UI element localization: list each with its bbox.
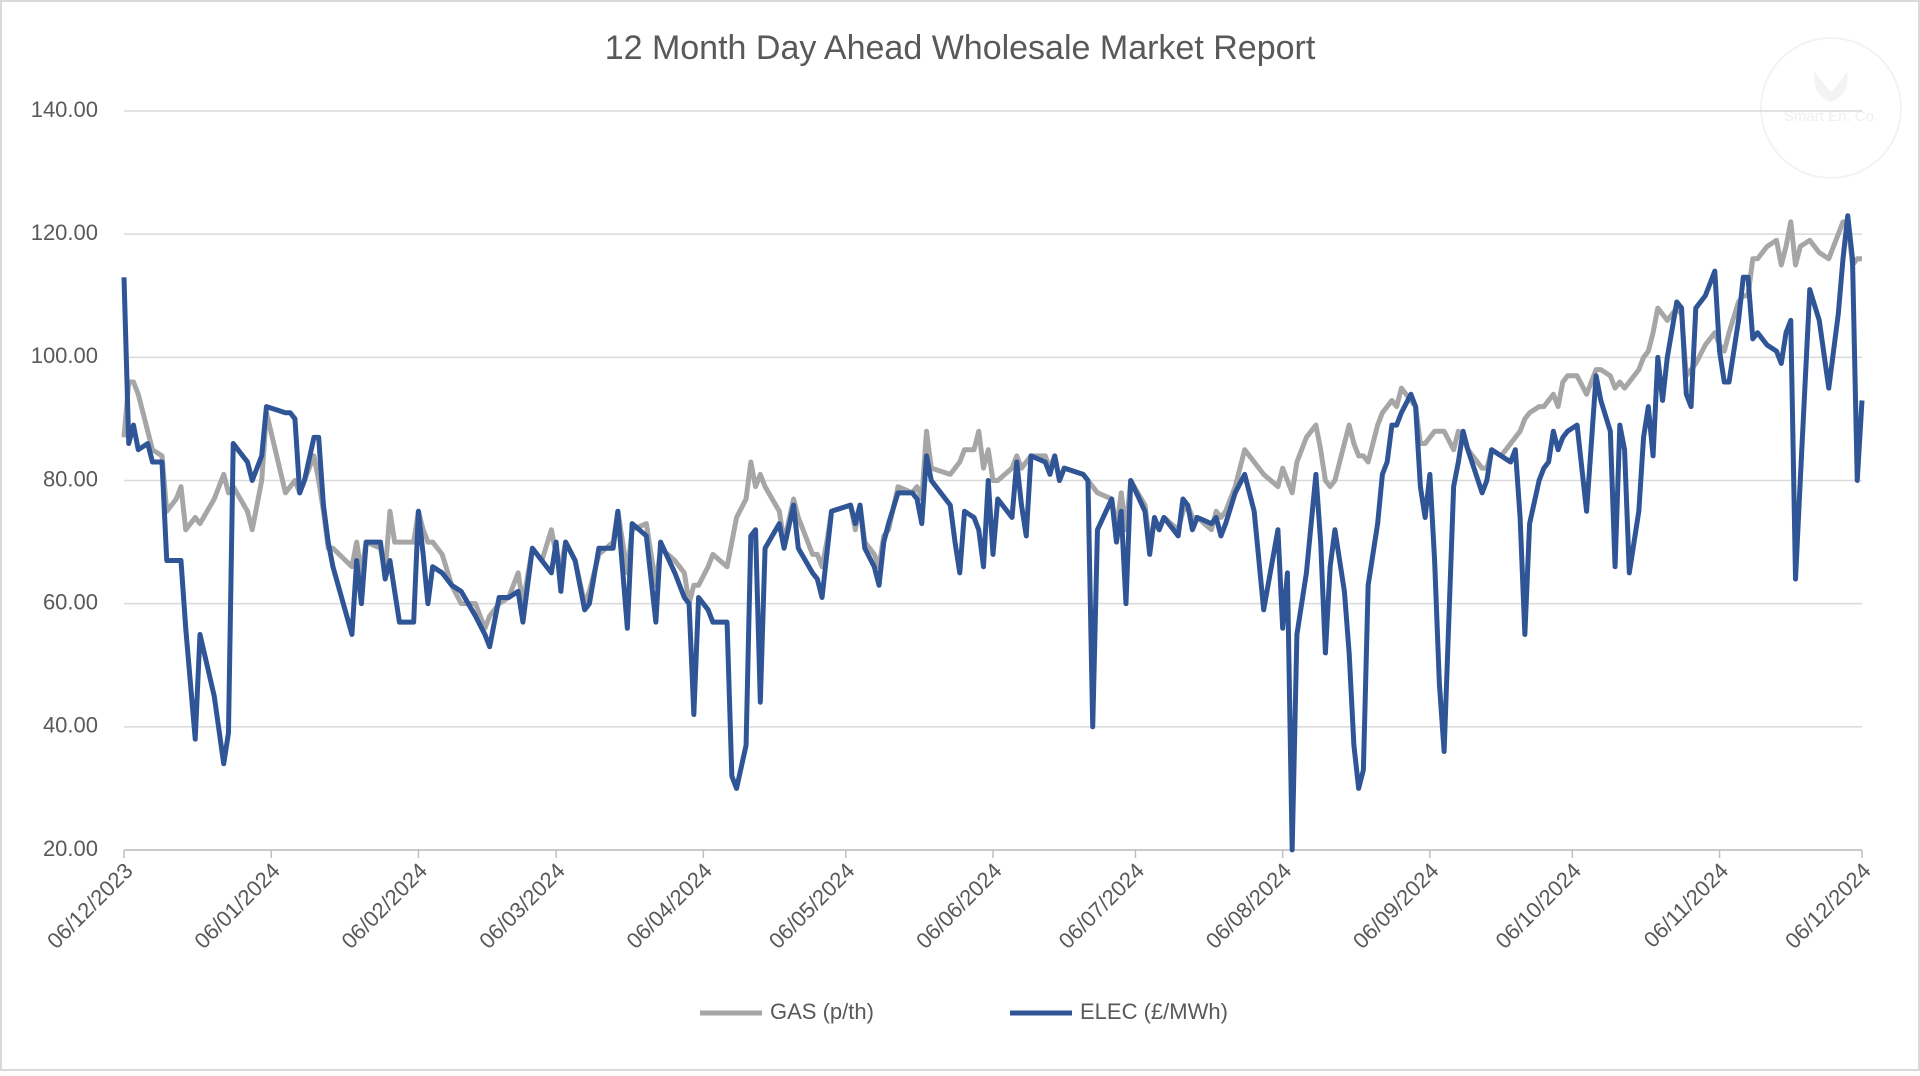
y-tick-label: 120.00 bbox=[31, 220, 98, 245]
series-line bbox=[121, 213, 1865, 853]
watermark-circle bbox=[1760, 37, 1902, 179]
y-tick-label: 40.00 bbox=[43, 713, 98, 738]
y-tick-label: 100.00 bbox=[31, 343, 98, 368]
watermark-text: Smart En. Co. bbox=[1784, 108, 1878, 125]
chart-title: 12 Month Day Ahead Wholesale Market Repo… bbox=[605, 29, 1316, 67]
y-tick-label: 60.00 bbox=[43, 589, 98, 614]
y-tick-label: 80.00 bbox=[43, 466, 98, 491]
y-tick-label: 140.00 bbox=[31, 97, 98, 122]
watermark-logo: Smart En. Co. bbox=[1760, 37, 1902, 179]
y-tick-label: 20.00 bbox=[43, 836, 98, 861]
watermark-leaf bbox=[1814, 72, 1848, 102]
legend-label: GAS (p/th) bbox=[770, 999, 874, 1024]
legend-label: ELEC (£/MWh) bbox=[1080, 999, 1228, 1024]
